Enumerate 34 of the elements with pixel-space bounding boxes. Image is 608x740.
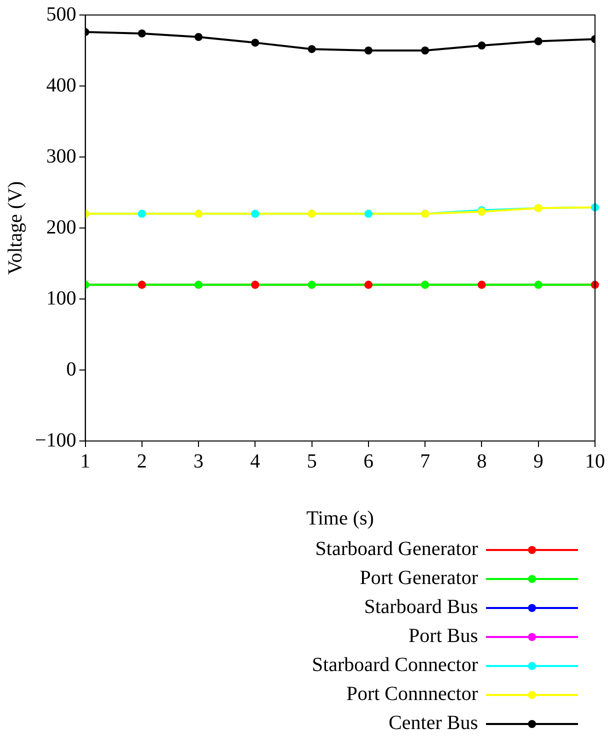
y-tick-label: 100 [46, 287, 76, 310]
y-tick-label: 200 [46, 216, 76, 238]
y-tick-label: 500 [46, 3, 76, 26]
legend-label: Starboard Connector [312, 654, 478, 677]
point [194, 33, 203, 42]
x-tick-label: 7 [420, 450, 430, 472]
y-tick-label: 300 [46, 145, 76, 168]
legend-label: Center Bus [388, 712, 478, 735]
x-tick-label: 4 [250, 450, 260, 472]
point [364, 46, 372, 54]
x-tick-label: 9 [533, 450, 544, 472]
x-tick-label: 8 [476, 450, 487, 472]
legend-label: Port Connnector [346, 683, 478, 706]
y-tick-label: −100 [35, 429, 76, 452]
point [478, 42, 486, 50]
x-tick-label: 3 [194, 450, 204, 472]
legend-label: Port Bus [408, 625, 478, 648]
x-tick-label: 1 [80, 450, 90, 472]
x-axis-title: Time (s) [306, 507, 374, 530]
x-tick-label: 2 [136, 450, 147, 472]
x-tick-label: 6 [363, 450, 374, 472]
point [421, 46, 430, 54]
x-tick-label: 5 [306, 450, 317, 472]
legend-label: Port Generator [360, 567, 478, 590]
point [534, 37, 542, 46]
y-axis-title: Voltage (V) [4, 181, 26, 275]
y-tick-label: 400 [46, 74, 76, 96]
point [251, 38, 260, 47]
point [308, 45, 316, 54]
legend-label: Starboard Generator [315, 538, 478, 561]
x-tick-label: 10 [585, 450, 605, 472]
y-tick-label: 0 [66, 358, 76, 380]
legend-label: Starboard Bus [364, 596, 478, 619]
point [138, 29, 146, 38]
